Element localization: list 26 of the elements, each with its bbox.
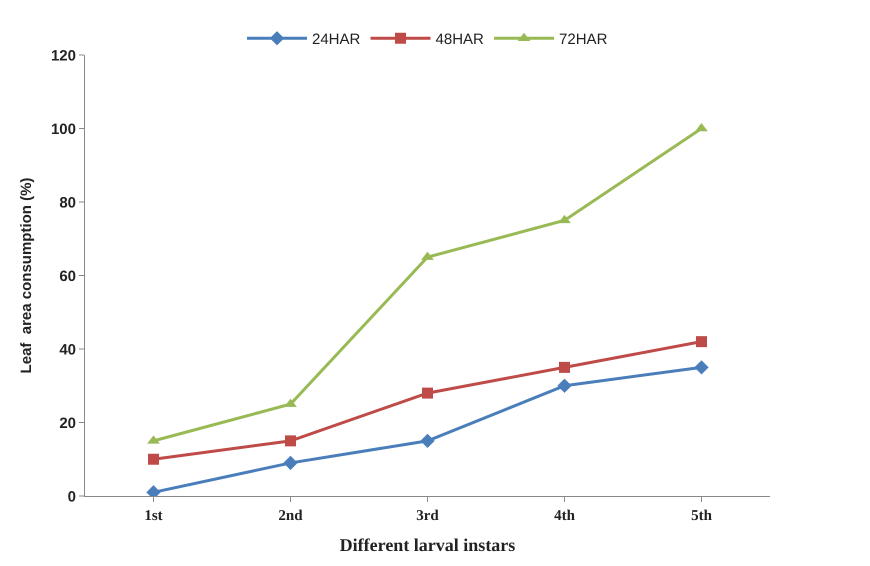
y-tick-label: 20 <box>59 414 76 432</box>
y-tick-label: 0 <box>68 488 76 506</box>
x-tick-label: 2nd <box>278 508 304 524</box>
x-axis-title: Different larval instars <box>340 535 516 556</box>
y-tick-label: 120 <box>50 47 76 64</box>
x-tick-label: 5th <box>691 508 713 524</box>
y-tick-label: 80 <box>59 194 76 212</box>
y-axis-title: Leaf area consumption (%) <box>18 178 36 374</box>
point <box>283 456 298 470</box>
y-tick-label: 60 <box>59 268 76 285</box>
point <box>422 388 433 399</box>
x-tick-label: 1st <box>144 508 163 524</box>
x-tick-label: 3rd <box>416 508 440 524</box>
point <box>285 435 296 446</box>
legend-label: 48HAR <box>436 31 484 48</box>
point <box>696 336 707 348</box>
y-tick-label: 40 <box>59 341 76 358</box>
point <box>420 434 435 448</box>
x-tick-label: 4th <box>554 508 576 524</box>
point <box>148 454 159 465</box>
point <box>559 362 570 373</box>
legend-label: 24HAR <box>312 31 361 48</box>
point <box>694 360 709 375</box>
y-tick-label: 100 <box>50 120 76 138</box>
point <box>557 378 572 393</box>
legend-label: 72HAR <box>559 31 608 48</box>
